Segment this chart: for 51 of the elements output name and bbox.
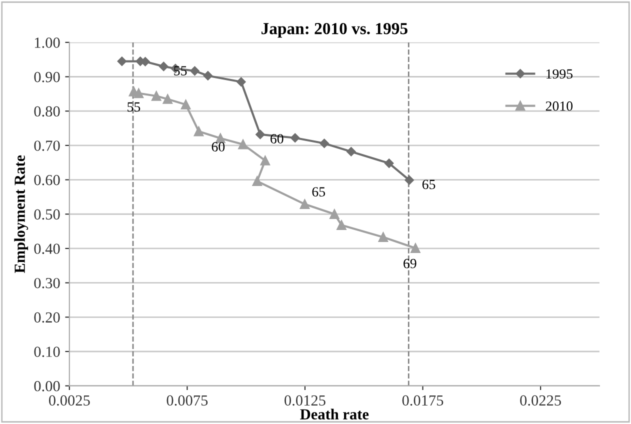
point	[336, 220, 346, 230]
point	[410, 243, 420, 253]
annotation: 65	[422, 180, 436, 190]
y-tick-label: 0.90	[34, 72, 60, 82]
y-axis-title: Employment Rate	[14, 155, 28, 274]
y-tick-label: 0.80	[34, 106, 60, 117]
point	[300, 199, 310, 210]
annotation: 60	[212, 142, 225, 152]
point	[290, 133, 300, 142]
point	[151, 91, 162, 101]
y-tick-label: 0.10	[34, 346, 60, 358]
point	[378, 232, 388, 242]
point	[194, 126, 204, 136]
y-tick-label: 0.60	[34, 174, 60, 186]
y-tick-label: 1.00	[34, 38, 60, 48]
legend-label: 1995	[546, 69, 573, 79]
x-tick-label: 0.0225	[520, 395, 561, 406]
point	[384, 158, 394, 168]
point	[346, 146, 356, 156]
point	[256, 130, 265, 140]
point	[320, 138, 329, 148]
point	[180, 100, 191, 110]
point	[330, 209, 340, 219]
chart-title: Japan: 2010 vs. 1995	[262, 22, 408, 38]
point	[117, 56, 127, 66]
y-tick-label: 0.40	[34, 244, 60, 254]
y-tick-label: 0.20	[34, 312, 60, 323]
y-tick-label: 0.70	[34, 140, 60, 151]
x-tick-label: 0.0125	[284, 395, 326, 406]
y-tick-label: 0.00	[34, 380, 60, 392]
annotation: 69	[404, 258, 416, 268]
annotation: 65	[312, 187, 326, 197]
point	[238, 140, 248, 150]
point	[260, 156, 270, 166]
point	[162, 94, 173, 104]
legend-label: 2010	[546, 101, 573, 111]
x-tick-label: 0.0025	[48, 395, 90, 406]
point	[252, 176, 262, 186]
y-tick-label: 0.50	[34, 209, 60, 220]
y-tick-label: 0.30	[34, 278, 60, 288]
point	[236, 77, 246, 87]
annotation: 55	[174, 66, 187, 76]
x-tick-label: 0.0175	[402, 395, 444, 406]
x-tick-label: 0.0075	[166, 395, 208, 406]
point	[203, 71, 213, 80]
point	[134, 88, 144, 98]
annotation: 55	[128, 102, 140, 112]
point	[404, 175, 414, 185]
x-axis-title: Death rate	[300, 408, 369, 420]
point	[159, 62, 168, 72]
point	[190, 66, 200, 76]
